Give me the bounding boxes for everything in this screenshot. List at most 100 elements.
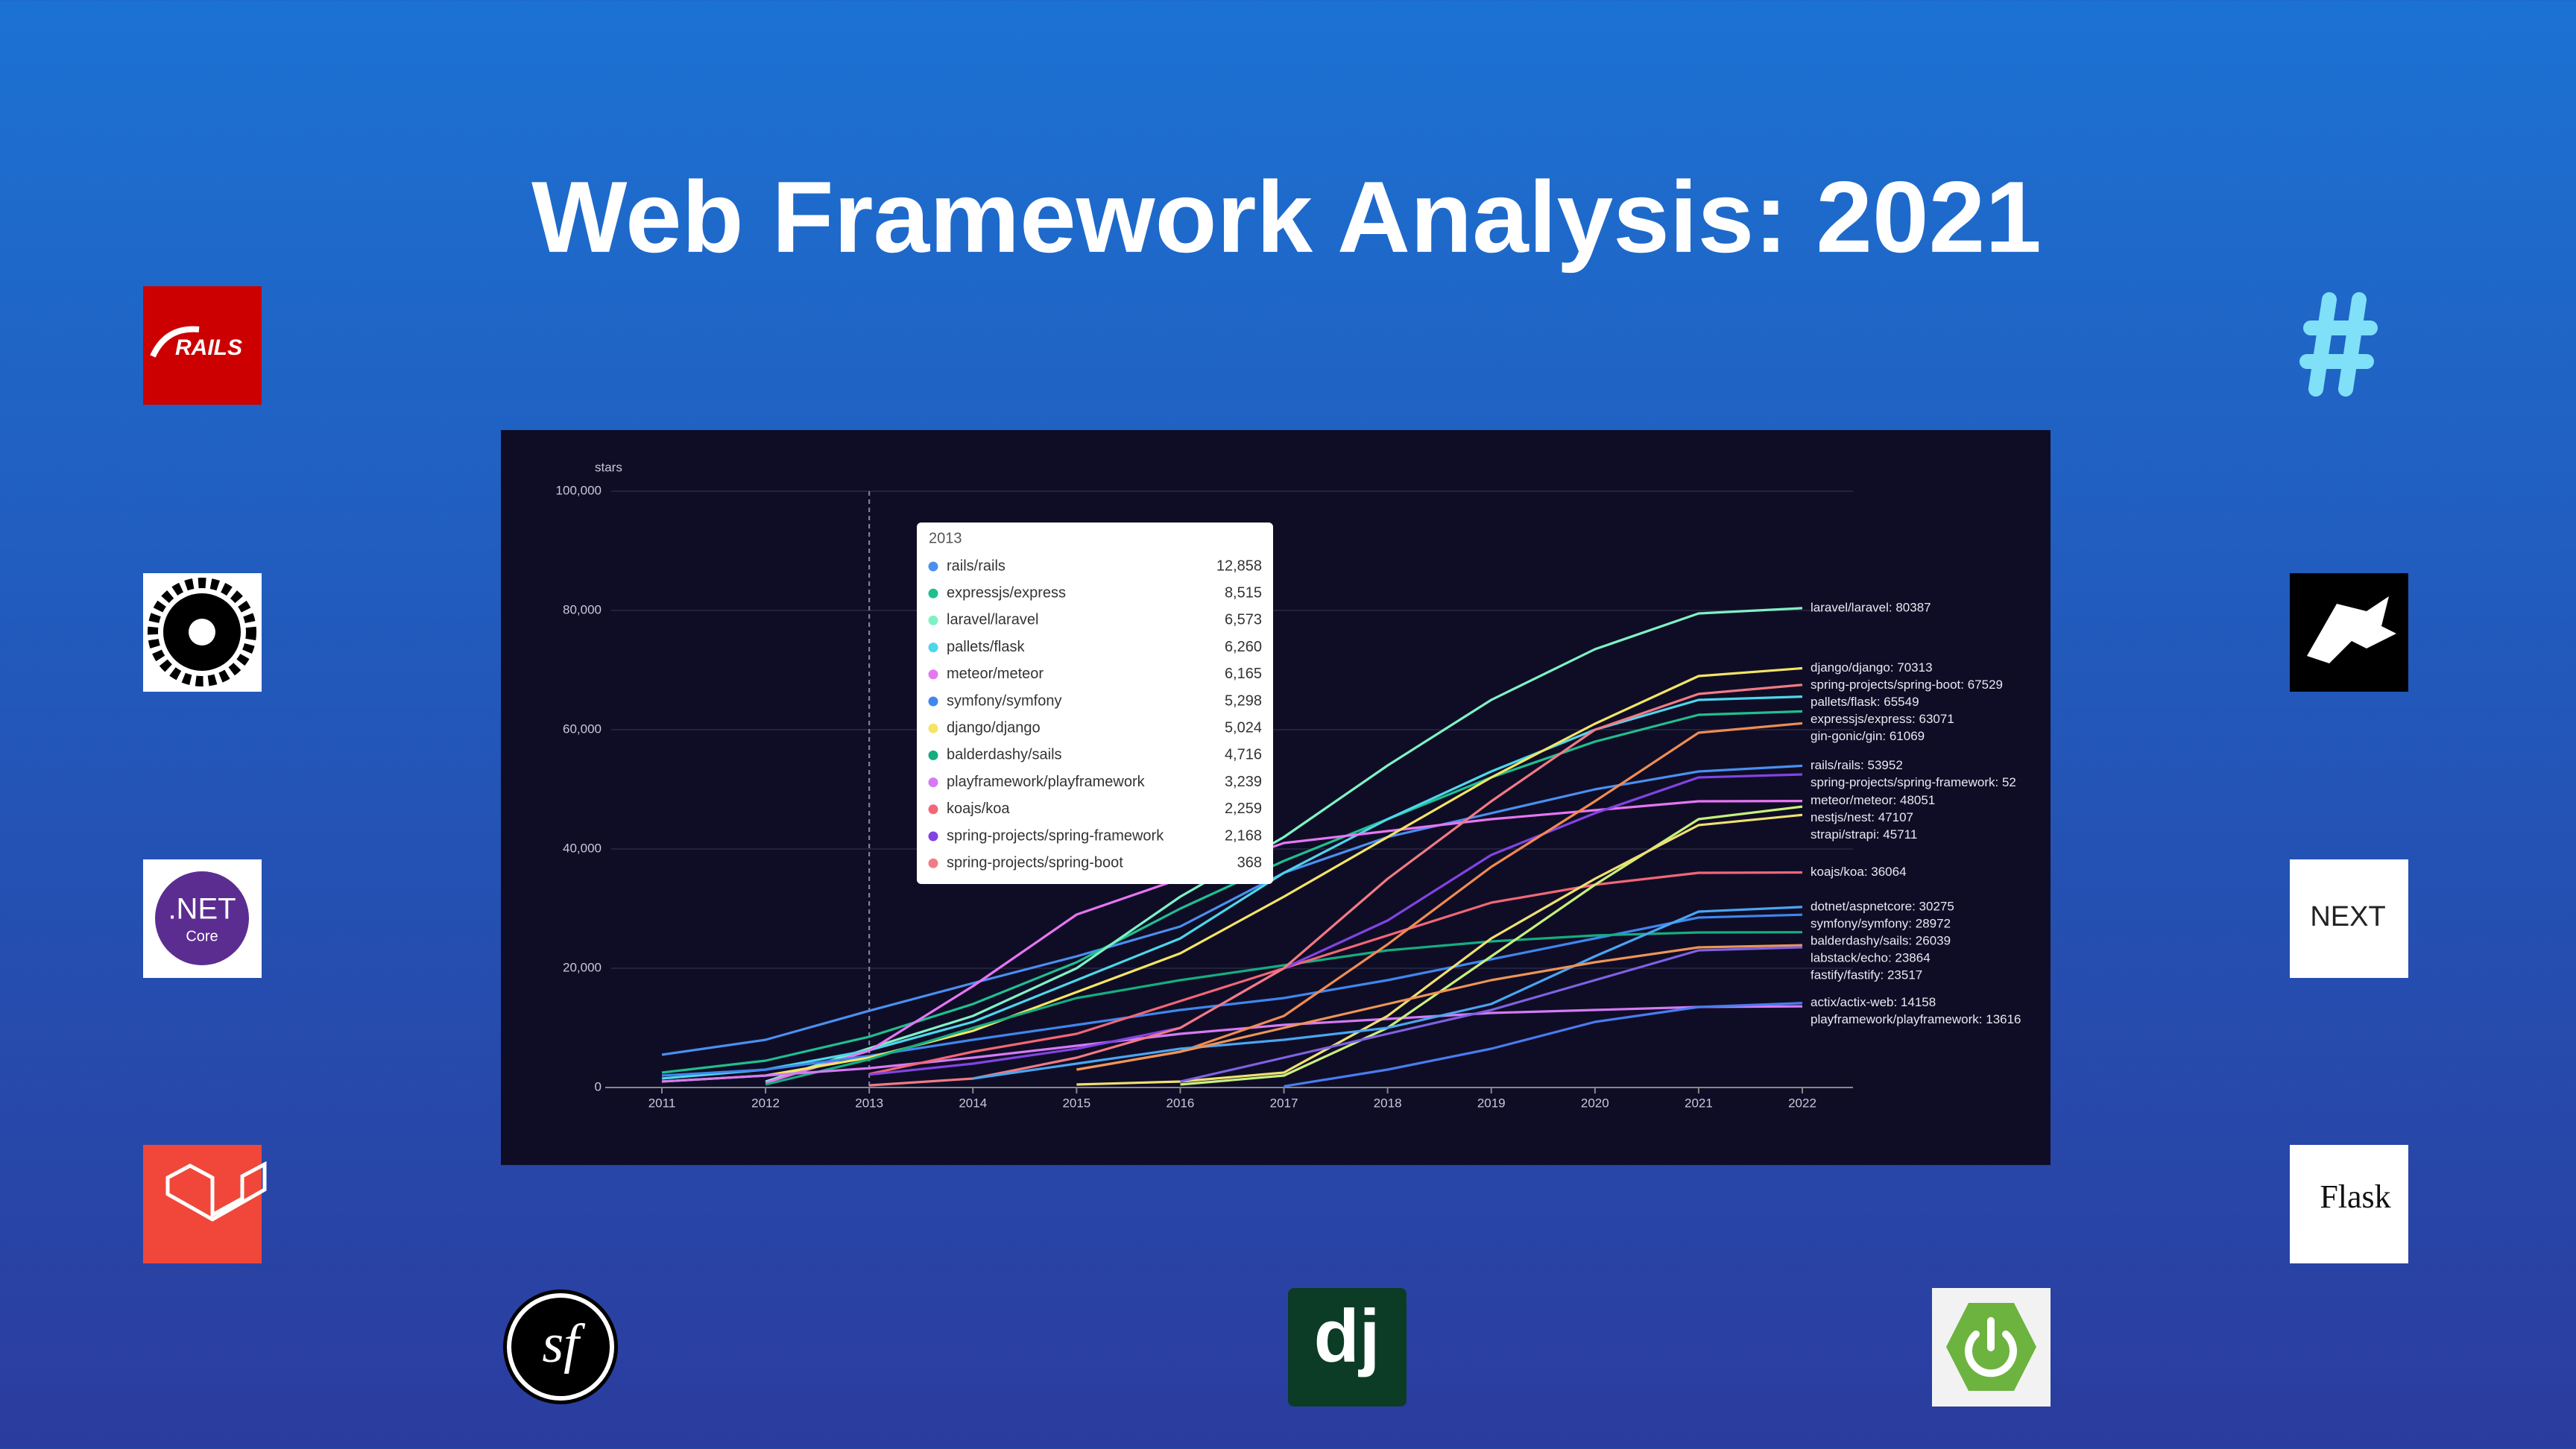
y-tick-label: 80,000 xyxy=(563,602,602,616)
end-label: rails/rails: 53952 xyxy=(1811,758,1903,772)
x-tick-label: 2020 xyxy=(1581,1096,1609,1110)
series-line xyxy=(1076,813,1803,1086)
series-line xyxy=(1076,944,1803,1071)
tooltip-box xyxy=(917,523,1273,884)
end-label: pallets/flask: 65549 xyxy=(1811,695,1919,709)
end-label: dotnet/aspnetcore: 30275 xyxy=(1811,899,1954,913)
tooltip-name: balderdashy/sails xyxy=(947,747,1062,763)
tooltip-title: 2013 xyxy=(929,530,962,546)
end-label: laravel/laravel: 80387 xyxy=(1811,600,1931,614)
tooltip-dot xyxy=(928,777,938,788)
tooltip-name: spring-projects/spring-framework xyxy=(947,827,1164,844)
series-line xyxy=(973,906,1803,1080)
tooltip-name: spring-projects/spring-boot xyxy=(947,854,1123,871)
tooltip-name: pallets/flask xyxy=(947,639,1025,655)
series-line xyxy=(661,1005,1803,1083)
tooltip-dot xyxy=(928,696,938,707)
tooltip-name: laravel/laravel xyxy=(947,612,1038,628)
y-tick-label: 100,000 xyxy=(556,483,602,497)
tooltip-name: meteor/meteor xyxy=(947,666,1044,682)
tooltip-value: 12,858 xyxy=(1216,558,1262,574)
hashtag-logo xyxy=(2299,292,2378,397)
tooltip-dot xyxy=(928,804,938,815)
tooltip-value: 5,024 xyxy=(1225,719,1262,736)
logo-text: Flask xyxy=(2320,1178,2390,1215)
end-label: spring-projects/spring-framework: 52 xyxy=(1811,775,2016,789)
y-axis-label: stars xyxy=(595,460,622,474)
tooltip-dot xyxy=(928,615,938,625)
x-tick-label: 2022 xyxy=(1788,1096,1816,1110)
django-logo: dj xyxy=(1288,1288,1407,1407)
tooltip-name: playframework/playframework xyxy=(947,774,1146,790)
tooltip-dot xyxy=(928,750,938,760)
end-label: fastify/fastify: 23517 xyxy=(1811,967,1922,982)
tooltip-value: 3,239 xyxy=(1225,774,1262,790)
end-label: expressjs/express: 63071 xyxy=(1811,712,1954,726)
end-label: django/django: 70313 xyxy=(1811,660,1933,675)
x-tick-label: 2019 xyxy=(1477,1096,1506,1110)
tooltip-value: 6,573 xyxy=(1225,612,1262,628)
end-label: strapi/strapi: 45711 xyxy=(1811,827,1917,842)
series-line xyxy=(869,684,1803,1087)
end-label: actix/actix-web: 14158 xyxy=(1811,995,1936,1009)
gear-logo xyxy=(143,573,262,692)
x-tick-label: 2013 xyxy=(855,1096,883,1110)
series-line xyxy=(765,800,1803,1085)
series-line xyxy=(765,607,1803,1083)
x-tick-label: 2011 xyxy=(648,1096,676,1110)
x-tick-label: 2016 xyxy=(1167,1096,1195,1110)
tooltip-dot xyxy=(928,723,938,733)
end-label: meteor/meteor: 48051 xyxy=(1811,793,1935,807)
series-line xyxy=(1076,722,1803,1071)
series-line xyxy=(765,931,1803,1086)
tooltip-name: django/django xyxy=(947,719,1041,736)
end-label: nestjs/nest: 47107 xyxy=(1811,810,1913,824)
flask-logo: Flask xyxy=(2290,1145,2408,1263)
tooltip-dot xyxy=(928,588,938,599)
tooltip-value: 4,716 xyxy=(1225,747,1262,763)
spring-logo xyxy=(1932,1288,2051,1407)
logo-text: RAILS xyxy=(175,335,242,360)
tooltip: 2013 rails/rails 12,858 expressjs/express 8,… xyxy=(917,523,1273,884)
x-tick-label: 2021 xyxy=(1685,1096,1713,1110)
tooltip-value: 8,515 xyxy=(1225,584,1262,601)
next-logo: NEXT xyxy=(2290,859,2408,978)
hellscape-logo xyxy=(2290,573,2408,692)
y-tick-label: 40,000 xyxy=(563,841,602,855)
end-label: labstack/echo: 23864 xyxy=(1811,950,1931,965)
tooltip-dot xyxy=(928,561,938,572)
y-tick-label: 0 xyxy=(595,1079,602,1093)
tooltip-name: expressjs/express xyxy=(947,584,1066,601)
logo-text: sf xyxy=(542,1313,586,1374)
end-label: symfony/symfony: 28972 xyxy=(1811,916,1951,930)
end-label: gin-gonic/gin: 61069 xyxy=(1811,729,1925,743)
chart-panel xyxy=(501,430,2051,1165)
logo-text: .NET xyxy=(168,893,236,926)
dotnet-logo: .NET Core xyxy=(143,859,262,978)
tooltip-value: 5,298 xyxy=(1225,692,1262,709)
tooltip-value: 6,165 xyxy=(1225,666,1262,682)
series-line xyxy=(661,710,1803,1074)
slide-title: Web Framework Analysis: 2021 xyxy=(531,160,2042,274)
tooltip-name: symfony/symfony xyxy=(947,692,1061,709)
x-tick-label: 2015 xyxy=(1062,1096,1090,1110)
tooltip-value: 368 xyxy=(1237,854,1262,871)
tooltip-dot xyxy=(928,669,938,680)
series-line xyxy=(1180,946,1803,1083)
tooltip-dot xyxy=(928,643,938,653)
tooltip-value: 6,260 xyxy=(1225,639,1262,655)
rails-logo: RAILS xyxy=(143,286,262,405)
x-tick-label: 2014 xyxy=(959,1096,987,1110)
end-label: spring-projects/spring-boot: 67529 xyxy=(1811,678,2003,692)
tooltip-name: koajs/koa xyxy=(947,801,1010,817)
symfony-logo: sf xyxy=(503,1289,618,1404)
x-tick-label: 2018 xyxy=(1374,1096,1402,1110)
series-line xyxy=(661,764,1803,1056)
laravel-logo xyxy=(143,1145,267,1263)
series-line xyxy=(869,773,1803,1076)
tooltip-value: 2,259 xyxy=(1225,801,1262,817)
chart: stars 0 20,000 40,000 60,000 80,000 100,000 201… xyxy=(556,460,2021,1110)
series-line xyxy=(1180,805,1803,1086)
